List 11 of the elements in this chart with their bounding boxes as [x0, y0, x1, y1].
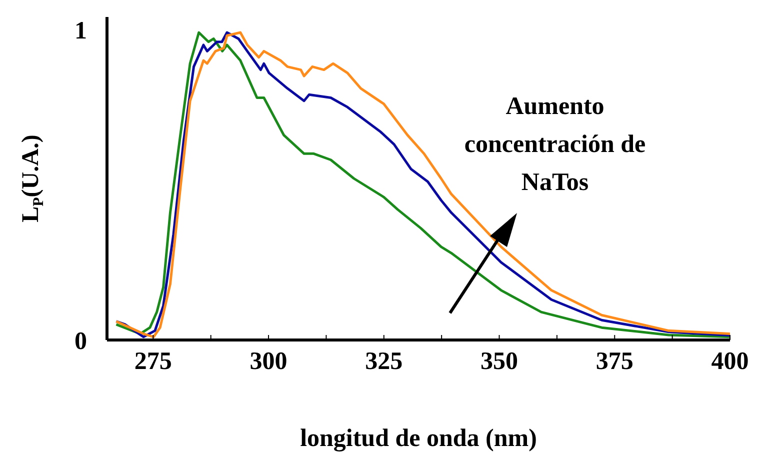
line-series	[114, 31, 730, 338]
x-tick-label: 275	[134, 348, 172, 375]
x-axis-title: longitud de onda (nm)	[300, 425, 537, 452]
y-tick-label: 0	[74, 328, 87, 355]
x-tick-label: 350	[480, 348, 518, 375]
x-tick-label: 325	[365, 348, 403, 375]
annotation: Aumento concentración de NaTos	[463, 92, 647, 198]
x-tick-label: 300	[250, 348, 288, 375]
y-tick-label: 1	[74, 17, 87, 44]
x-tick-label: 400	[711, 348, 749, 375]
x-tick-label: 375	[596, 348, 634, 375]
